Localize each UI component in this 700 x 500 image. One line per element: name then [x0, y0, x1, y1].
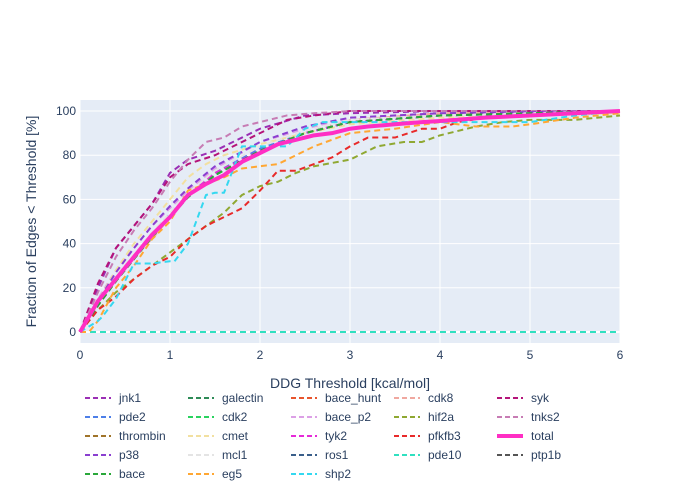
- legend-label-pfkfb3: pfkfb3: [428, 429, 461, 443]
- legend-label-pde10: pde10: [428, 448, 462, 462]
- series-line-syk: [79, 110, 620, 333]
- legend-item-cmet[interactable]: cmet: [188, 429, 249, 443]
- legend-label-mcl1: mcl1: [222, 448, 248, 462]
- legend-label-tyk2: tyk2: [325, 429, 347, 443]
- legend-label-ros1: ros1: [325, 448, 349, 462]
- legend[interactable]: jnk1 galectin bace_hunt cdk8 syk pde2 cdk2 bace…: [85, 391, 561, 481]
- y-tick-label-5: 100: [56, 104, 76, 118]
- legend-item-jnk1[interactable]: jnk1: [85, 391, 141, 405]
- legend-label-hif2a: hif2a: [428, 410, 454, 424]
- legend-item-mcl1[interactable]: mcl1: [188, 448, 248, 462]
- legend-item-cdk8[interactable]: cdk8: [394, 391, 454, 405]
- legend-label-total: total: [531, 429, 554, 443]
- legend-item-bace_hunt[interactable]: bace_hunt: [291, 391, 382, 405]
- legend-label-shp2: shp2: [325, 467, 351, 481]
- y-tick-label-1: 20: [63, 281, 77, 295]
- x-axis-title: DDG Threshold [kcal/mol]: [270, 375, 430, 391]
- x-tick-label-2: 2: [257, 348, 264, 362]
- x-tick-label-6: 6: [617, 348, 624, 362]
- x-tick-label-5: 5: [527, 348, 534, 362]
- y-tick-labels: 0 20 40 60 80 100: [56, 104, 76, 339]
- y-axis-title: Fraction of Edges < Threshold [%]: [23, 116, 39, 328]
- legend-label-bace_hunt: bace_hunt: [325, 391, 382, 405]
- legend-item-total[interactable]: total: [497, 429, 554, 443]
- legend-label-eg5: eg5: [222, 467, 242, 481]
- legend-item-shp2[interactable]: shp2: [291, 467, 351, 481]
- series-line-pfkfb3: [79, 110, 621, 333]
- legend-label-thrombin: thrombin: [119, 429, 166, 443]
- legend-item-thrombin[interactable]: thrombin: [85, 429, 166, 443]
- legend-label-cdk8: cdk8: [428, 391, 454, 405]
- series-line-tnks2: [79, 110, 620, 333]
- legend-item-galectin[interactable]: galectin: [188, 391, 263, 405]
- legend-item-syk[interactable]: syk: [497, 391, 550, 405]
- series-line-p38: [79, 110, 621, 333]
- legend-label-p38: p38: [119, 448, 139, 462]
- legend-label-bace_p2: bace_p2: [325, 410, 371, 424]
- series-line-cmet: [79, 112, 621, 333]
- y-tick-label-2: 40: [63, 237, 77, 251]
- y-tick-label-4: 80: [63, 148, 77, 162]
- legend-item-bace_p2[interactable]: bace_p2: [291, 410, 371, 424]
- legend-label-tnks2: tnks2: [531, 410, 560, 424]
- legend-item-cdk2[interactable]: cdk2: [188, 410, 248, 424]
- x-tick-label-0: 0: [77, 348, 84, 362]
- x-tick-label-3: 3: [347, 348, 354, 362]
- legend-label-syk: syk: [531, 391, 550, 405]
- legend-item-pde2[interactable]: pde2: [85, 410, 146, 424]
- series-line-eg5: [80, 112, 621, 333]
- legend-label-jnk1: jnk1: [118, 391, 141, 405]
- legend-label-pde2: pde2: [119, 410, 146, 424]
- legend-item-bace[interactable]: bace: [85, 467, 145, 481]
- legend-label-bace: bace: [119, 467, 145, 481]
- series-line-jnk1: [79, 110, 620, 333]
- y-tick-label-0: 0: [69, 325, 76, 339]
- series-line-total: [78, 109, 621, 333]
- x-tick-labels: 0 1 2 3 4 5 6: [77, 348, 624, 362]
- legend-item-pde10[interactable]: pde10: [394, 448, 462, 462]
- legend-item-ptp1b[interactable]: ptp1b: [497, 448, 561, 462]
- x-tick-label-4: 4: [437, 348, 444, 362]
- legend-label-cdk2: cdk2: [222, 410, 248, 424]
- legend-label-ptp1b: ptp1b: [531, 448, 561, 462]
- series-layer: [78, 109, 621, 333]
- y-tick-label-3: 60: [63, 192, 77, 206]
- legend-item-eg5[interactable]: eg5: [188, 467, 242, 481]
- legend-item-tnks2[interactable]: tnks2: [497, 410, 560, 424]
- legend-label-cmet: cmet: [222, 429, 249, 443]
- legend-item-pfkfb3[interactable]: pfkfb3: [394, 429, 461, 443]
- x-tick-label-1: 1: [167, 348, 174, 362]
- legend-label-galectin: galectin: [222, 391, 263, 405]
- legend-item-tyk2[interactable]: tyk2: [291, 429, 347, 443]
- legend-item-hif2a[interactable]: hif2a: [394, 410, 454, 424]
- legend-item-ros1[interactable]: ros1: [291, 448, 349, 462]
- legend-item-p38[interactable]: p38: [85, 448, 139, 462]
